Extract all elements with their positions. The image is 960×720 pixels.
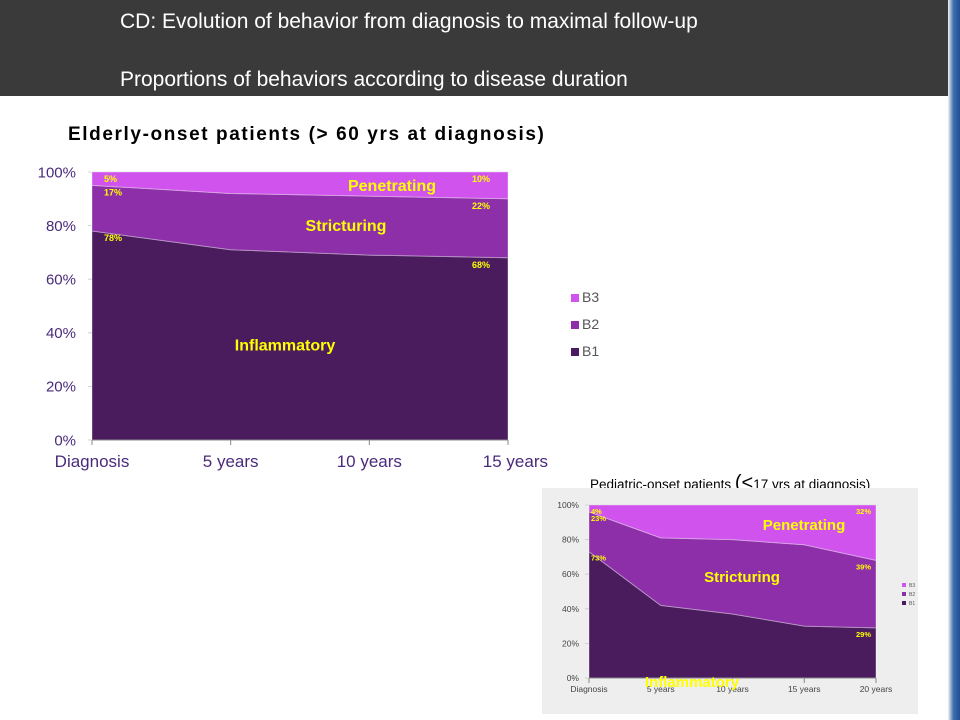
x-tick-label: 5 years: [647, 684, 675, 694]
slide-title: CD: Evolution of behavior from diagnosis…: [120, 10, 698, 33]
y-tick-label: 0%: [54, 432, 76, 449]
data-label-end: 22%: [472, 201, 490, 211]
data-label-end: 68%: [472, 260, 490, 270]
legend-swatch-b2: [902, 592, 906, 596]
elderly-chart-title: Elderly-onset patients (> 60 yrs at diag…: [68, 124, 546, 145]
data-label-start: 5%: [104, 174, 117, 184]
area-inflammatory-b1: [91, 230, 509, 441]
slide-header: CD: Evolution of behavior from diagnosis…: [0, 0, 956, 96]
x-tick-label: 20 years: [860, 684, 893, 694]
area-name-label: Stricturing: [704, 569, 780, 586]
data-label-end: 10%: [472, 174, 490, 184]
legend-label-b2: B2: [909, 592, 915, 598]
y-tick-label: 0%: [567, 673, 580, 683]
x-tick-label: 5 years: [203, 452, 259, 471]
area-name-label: Inflammatory: [645, 674, 740, 691]
legend-label-b3: B3: [909, 583, 915, 589]
legend-swatch-b3: [902, 583, 906, 587]
data-label-end: 32%: [856, 507, 871, 516]
legend-swatch-b1: [571, 348, 579, 356]
area-name-label: Stricturing: [306, 218, 387, 235]
legend-label-b2: B2: [582, 316, 599, 332]
data-label-start: 17%: [104, 187, 122, 197]
data-label-start: 73%: [591, 554, 606, 563]
y-tick-label: 40%: [562, 604, 579, 614]
y-tick-label: 80%: [562, 535, 579, 545]
area-penetrating-b3: [588, 504, 877, 561]
data-label-start: 78%: [104, 233, 122, 243]
area-name-label: Inflammatory: [235, 337, 336, 354]
elderly-onset-chart: 0% 20% 40% 60% 80% 100% Diagnosis 5 years 10 yea…: [38, 164, 600, 471]
pediatric-onset-chart: 0% 20% 40% 60% 80% 100% Diagnosis 5 years 10 yea…: [542, 488, 918, 714]
x-tick-label: 15 years: [788, 684, 821, 694]
data-label-start: 4%: [591, 507, 602, 516]
decorative-stripe: [948, 0, 960, 720]
y-tick-label: 60%: [46, 271, 76, 288]
y-tick-label: 20%: [46, 379, 76, 396]
y-tick-label: 100%: [557, 500, 579, 510]
y-tick-label: 40%: [46, 325, 76, 342]
y-tick-label: 20%: [562, 638, 579, 648]
area-name-label: Penetrating: [763, 517, 846, 534]
y-tick-label: 100%: [38, 164, 76, 181]
x-tick-label: 15 years: [483, 452, 548, 471]
y-tick-label: 60%: [562, 569, 579, 579]
legend-label-b1: B1: [582, 343, 599, 359]
x-tick-label: 10 years: [337, 452, 402, 471]
y-tick-label: 80%: [46, 218, 76, 235]
x-tick-label: Diagnosis: [55, 452, 130, 471]
area-stricturing-b2: [588, 511, 877, 629]
slide-subtitle: Proportions of behaviors according to di…: [120, 68, 628, 91]
legend-label-b1: B1: [909, 601, 915, 607]
data-label-end: 29%: [856, 630, 871, 639]
area-name-label: Penetrating: [348, 178, 436, 195]
area-penetrating-b3: [91, 171, 509, 200]
legend-swatch-b3: [571, 294, 579, 302]
legend-label-b3: B3: [582, 289, 599, 305]
legend-swatch-b1: [902, 601, 906, 605]
x-tick-label: Diagnosis: [570, 684, 607, 694]
data-label-start: 23%: [591, 514, 606, 523]
legend-swatch-b2: [571, 321, 579, 329]
data-label-end: 39%: [856, 562, 871, 571]
x-tick-label: 10 years: [716, 684, 749, 694]
